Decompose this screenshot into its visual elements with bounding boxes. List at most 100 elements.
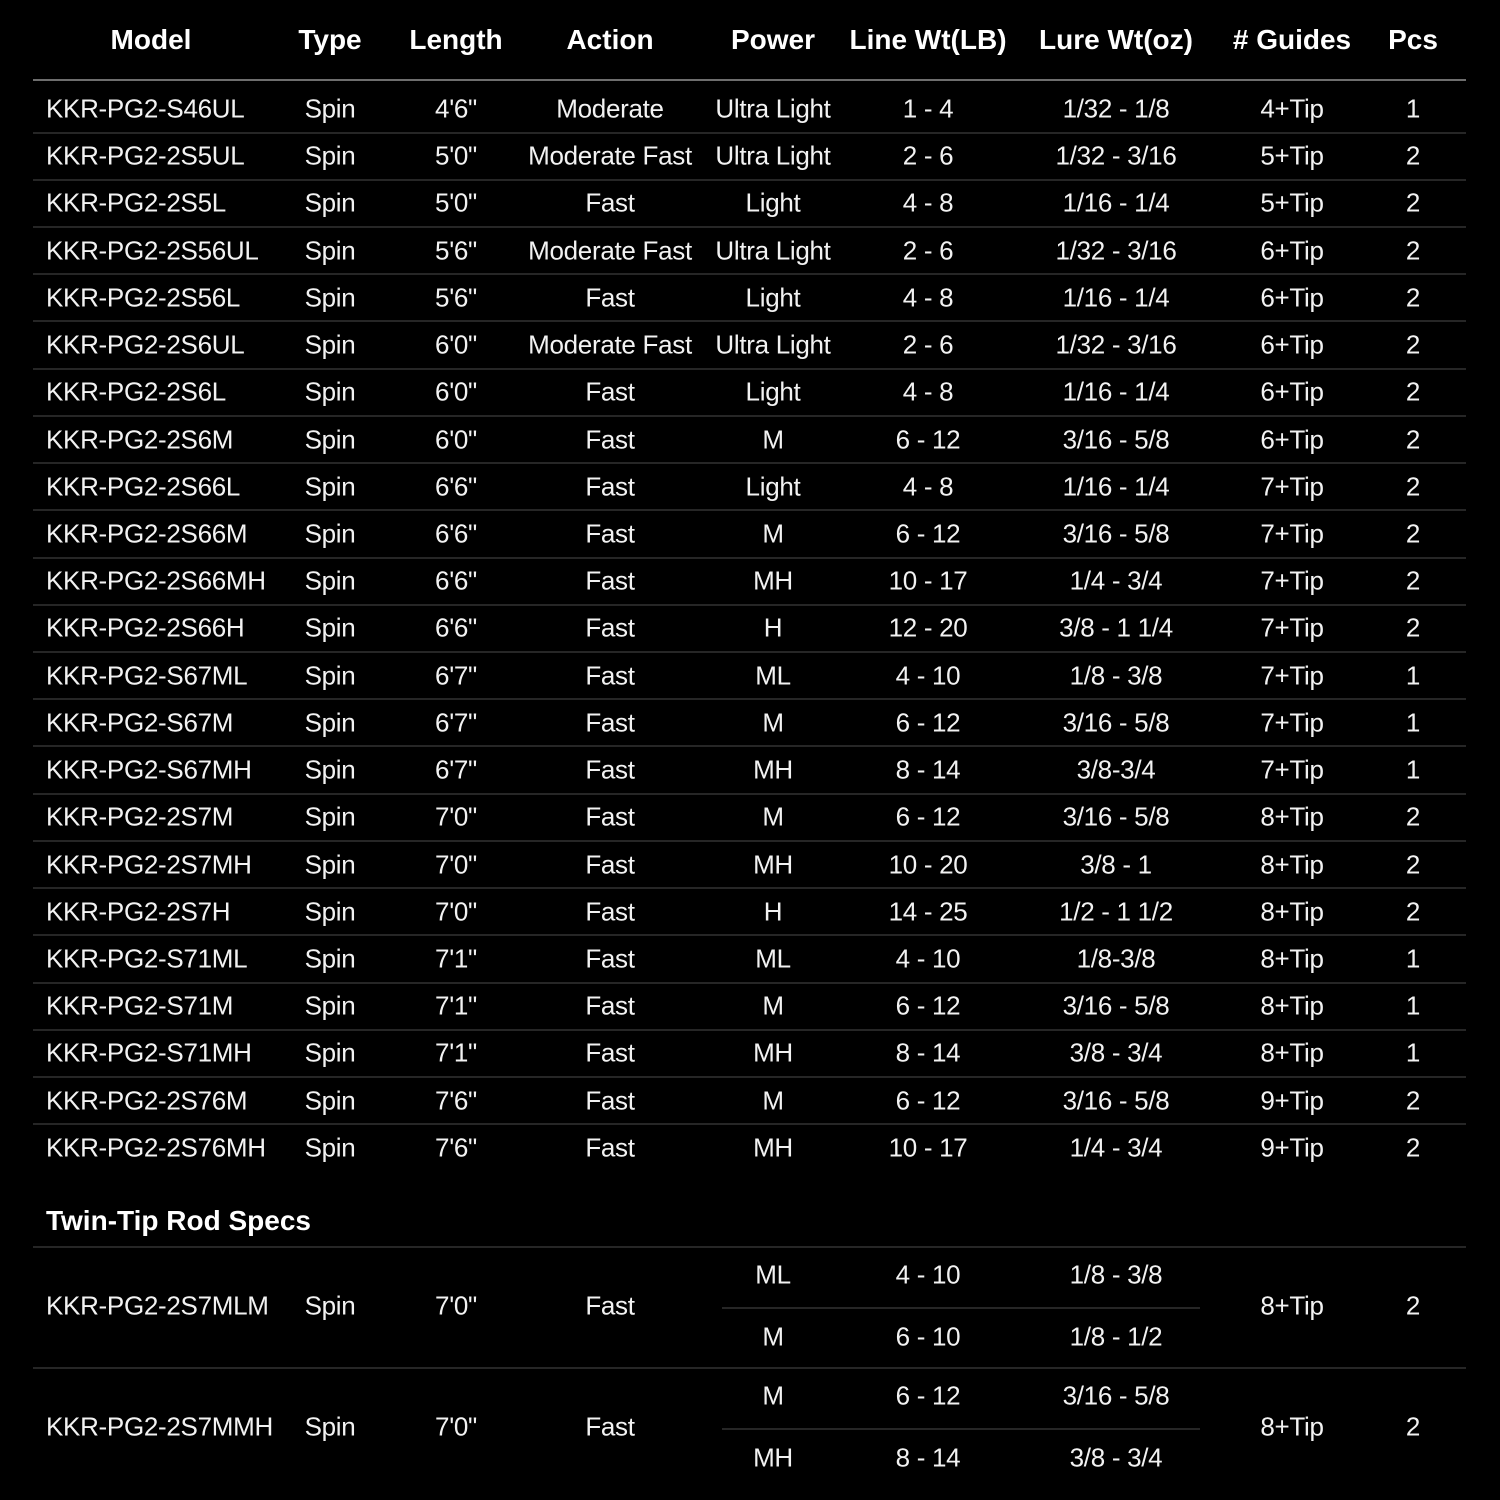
cell-guides: 7+Tip [1260,612,1324,643]
cell-pcs: 1 [1405,943,1421,974]
cell-action: Fast [585,896,635,927]
row-divider [33,1076,1466,1078]
cell-model: KKR-PG2-2S7MH [46,849,252,880]
twin-cell-power: M [762,1321,784,1352]
cell-model: KKR-PG2-2S7H [46,896,231,927]
cell-length: 4'6" [435,93,477,124]
twin-cell-pcs: 2 [1405,1411,1421,1442]
cell-lure-weight: 1/32 - 3/16 [1055,140,1177,171]
cell-type: Spin [304,235,356,266]
cell-action: Fast [585,424,635,455]
cell-power: Light [745,187,801,218]
cell-length: 7'6" [435,1085,477,1116]
cell-length: 6'6" [435,471,477,502]
cell-guides: 8+Tip [1260,849,1324,880]
header-power: Power [730,24,816,55]
cell-action: Fast [585,990,635,1021]
cell-guides: 7+Tip [1260,754,1324,785]
cell-line-weight: 6 - 12 [895,1085,961,1116]
cell-line-weight: 8 - 14 [895,1037,961,1068]
cell-guides: 8+Tip [1260,1037,1324,1068]
twin-cell-line-weight: 4 - 10 [895,1259,961,1290]
twin-cell-pcs: 2 [1405,1290,1421,1321]
cell-model: KKR-PG2-2S5UL [46,140,245,171]
twin-cell-lure-weight: 3/8 - 3/4 [1069,1442,1163,1473]
cell-line-weight: 4 - 8 [902,282,954,313]
cell-lure-weight: 3/8 - 1 1/4 [1059,612,1173,643]
twin-tip-section-title: Twin-Tip Rod Specs [46,1205,311,1236]
cell-guides: 8+Tip [1260,943,1324,974]
cell-lure-weight: 3/16 - 5/8 [1062,518,1170,549]
cell-power: M [762,424,784,455]
cell-model: KKR-PG2-2S66H [46,612,245,643]
cell-action: Fast [585,282,635,313]
cell-power: Light [745,471,801,502]
cell-line-weight: 2 - 6 [902,329,954,360]
cell-lure-weight: 1/32 - 3/16 [1055,329,1177,360]
cell-pcs: 2 [1405,565,1421,596]
cell-lure-weight: 3/8 - 3/4 [1069,1037,1163,1068]
cell-pcs: 1 [1405,93,1421,124]
cell-action: Fast [585,518,635,549]
twin-cell-line-weight: 6 - 12 [895,1380,961,1411]
cell-lure-weight: 3/16 - 5/8 [1062,424,1170,455]
cell-power: Ultra Light [715,235,831,266]
cell-pcs: 2 [1405,424,1421,455]
cell-type: Spin [304,1085,356,1116]
cell-action: Fast [585,849,635,880]
twin-cell-power: ML [755,1259,791,1290]
twin-cell-lure-weight: 3/16 - 5/8 [1062,1380,1170,1411]
row-divider [33,79,1466,81]
cell-length: 7'1" [435,1037,477,1068]
cell-type: Spin [304,140,356,171]
row-divider [33,320,1466,323]
twin-cell-model: KKR-PG2-2S7MLM [46,1290,269,1321]
cell-length: 6'7" [435,754,477,785]
cell-length: 7'0" [435,896,477,927]
cell-pcs: 2 [1405,518,1421,549]
cell-type: Spin [304,990,356,1021]
cell-action: Moderate Fast [528,140,692,171]
header-lure-weight: Lure Wt(oz) [1039,24,1193,55]
cell-model: KKR-PG2-2S5L [46,187,226,218]
header-line-weight: Line Wt(LB) [849,24,1007,55]
row-divider [33,556,1466,559]
cell-action: Fast [585,471,635,502]
cell-pcs: 2 [1405,801,1421,832]
twin-cell-type: Spin [304,1290,356,1321]
twin-cell-lure-weight: 1/8 - 1/2 [1069,1321,1163,1352]
cell-lure-weight: 1/32 - 3/16 [1055,235,1177,266]
cell-power: M [762,707,784,738]
row-divider [33,273,1466,276]
cell-power: H [763,612,783,643]
cell-line-weight: 4 - 8 [902,376,954,407]
cell-guides: 9+Tip [1260,1085,1324,1116]
row-divider [33,414,1466,417]
cell-length: 7'0" [435,801,477,832]
cell-lure-weight: 1/32 - 1/8 [1062,93,1170,124]
cell-power: MH [753,849,793,880]
cell-pcs: 2 [1405,896,1421,927]
row-divider [33,792,1466,795]
cell-line-weight: 4 - 8 [902,187,954,218]
cell-line-weight: 8 - 14 [895,754,961,785]
cell-length: 6'0" [435,329,477,360]
cell-guides: 6+Tip [1260,235,1324,266]
twin-cell-lure-weight: 1/8 - 3/8 [1069,1259,1163,1290]
cell-lure-weight: 3/16 - 5/8 [1062,990,1170,1021]
header-type: Type [298,24,362,55]
twin-cell-line-weight: 8 - 14 [895,1442,961,1473]
cell-line-weight: 6 - 12 [895,707,961,738]
cell-guides: 7+Tip [1260,471,1324,502]
twin-cell-line-weight: 6 - 10 [895,1321,961,1352]
cell-length: 5'6" [435,235,477,266]
cell-guides: 8+Tip [1260,801,1324,832]
row-divider [33,981,1466,984]
cell-model: KKR-PG2-2S56UL [46,235,259,266]
cell-type: Spin [304,943,356,974]
cell-type: Spin [304,1132,356,1163]
twin-cell-action: Fast [585,1290,635,1321]
cell-pcs: 2 [1405,1085,1421,1116]
cell-line-weight: 1 - 4 [902,93,954,124]
cell-guides: 7+Tip [1260,660,1324,691]
